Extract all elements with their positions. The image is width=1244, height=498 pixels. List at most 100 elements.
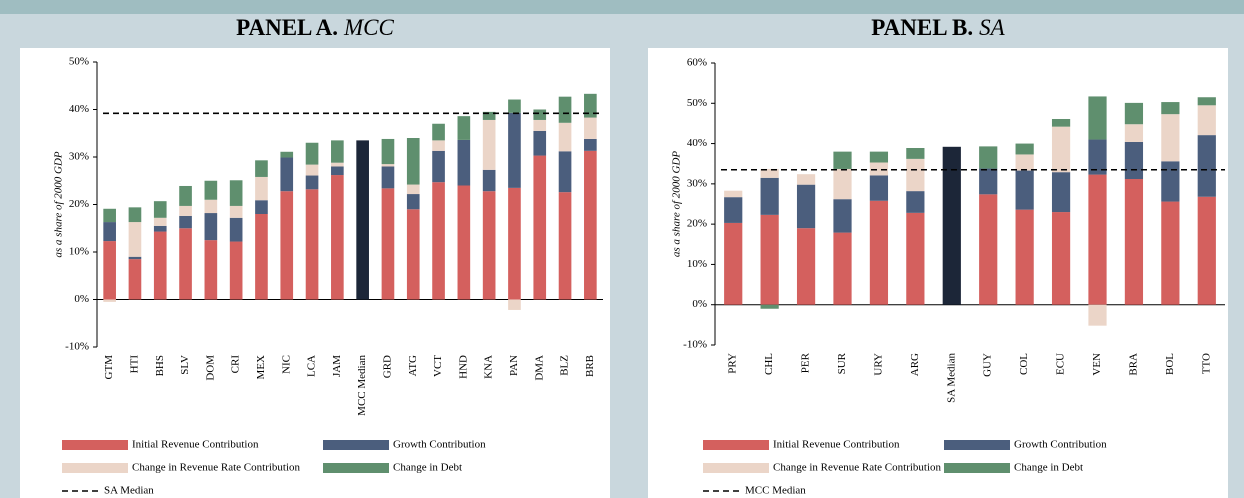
bar-segment (1015, 154, 1034, 171)
x-tick-label: HTI (128, 355, 140, 374)
legend-label: Initial Revenue Contribution (773, 439, 900, 451)
bar-segment (457, 185, 471, 300)
bar-segment (153, 201, 167, 218)
bar-segment (482, 191, 496, 300)
legend-label: MCC Median (745, 485, 806, 497)
bar-segment (255, 176, 268, 201)
bar-segment (128, 259, 142, 300)
y-tick-label: 0% (74, 293, 89, 305)
x-tick-label: GRD (381, 355, 393, 378)
legend-swatch (323, 463, 389, 473)
bar-segment (305, 189, 319, 300)
bar-segment (381, 166, 395, 189)
bar-segment (1161, 161, 1180, 202)
y-tick-label: 20% (687, 218, 707, 230)
bar-segment (406, 184, 420, 195)
bar-segment (1124, 141, 1144, 180)
bar-segment (906, 212, 925, 305)
legend-swatch (62, 463, 128, 473)
bar-segment (979, 146, 998, 169)
legend-label: SA Median (104, 485, 154, 497)
bar-segment (833, 199, 852, 233)
bar-segment (280, 157, 294, 192)
y-tick-label: 10% (69, 246, 89, 258)
bar-segment (153, 225, 167, 232)
legend-swatch (944, 440, 1010, 450)
bar-segment (906, 191, 925, 213)
bar-segment (331, 140, 344, 163)
bar-segment (103, 222, 116, 242)
bar-segment (1088, 174, 1107, 305)
bar-segment (305, 175, 319, 190)
x-tick-label: TTO (1200, 353, 1212, 374)
x-tick-label: CRI (230, 355, 242, 374)
x-tick-label: ARG (909, 353, 921, 376)
bar-segment (482, 119, 496, 170)
bar-segment (724, 197, 743, 223)
bar-segment (406, 194, 420, 210)
x-tick-label: PRY (727, 353, 739, 374)
panel-title: PANEL A. MCC (236, 15, 394, 40)
y-tick-label: 0% (692, 298, 707, 310)
bar-segment (1197, 105, 1216, 136)
bar-segment (331, 175, 344, 300)
bar-segment (508, 187, 521, 300)
y-tick-label: 30% (69, 151, 89, 163)
x-tick-label: BHS (154, 355, 166, 376)
bar-segment (533, 109, 547, 120)
top-strip (0, 0, 1244, 14)
bar-segment (1124, 124, 1144, 142)
bar-segment (796, 184, 816, 229)
bar-segment (229, 205, 243, 218)
x-tick-label: VEN (1091, 353, 1103, 376)
legend-label: Change in Revenue Rate Contribution (132, 462, 301, 474)
bar-segment (204, 240, 218, 300)
bar-segment (1088, 139, 1107, 175)
y-tick-label: -10% (65, 341, 89, 353)
x-tick-label: COL (1018, 353, 1030, 375)
legend-swatch (703, 463, 769, 473)
x-tick-label: PAN (508, 355, 520, 376)
bar-segment (482, 111, 496, 120)
bar-segment (558, 192, 572, 300)
bar-segment (558, 122, 572, 152)
x-tick-label: NIC (280, 355, 292, 374)
bar-segment (584, 150, 597, 300)
x-tick-label: SUR (836, 352, 848, 374)
bar-segment (432, 182, 445, 300)
y-tick-label: 20% (69, 198, 89, 210)
y-tick-label: 10% (687, 258, 707, 270)
x-tick-label: ECU (1055, 353, 1067, 375)
bar-segment (482, 169, 496, 192)
bar-segment (255, 160, 268, 177)
bar-segment (432, 123, 445, 141)
x-tick-label: CHL (763, 353, 775, 375)
bar-segment (356, 140, 369, 300)
bar-segment (1051, 172, 1071, 213)
bar-segment (796, 228, 816, 305)
bar-segment (229, 217, 243, 242)
bar-segment (305, 164, 319, 176)
panel-title: PANEL B. SA (871, 15, 1005, 40)
bar-segment (128, 207, 142, 223)
bar-segment (869, 151, 889, 163)
bar-segment (906, 158, 925, 192)
bar-segment (1088, 96, 1107, 140)
bar-segment (942, 146, 961, 305)
bar-segment (179, 185, 192, 206)
x-tick-label: GTM (103, 355, 115, 380)
legend-swatch (703, 440, 769, 450)
bar-segment (1015, 143, 1034, 155)
title-emphasis: MCC (343, 15, 395, 40)
title-emphasis: SA (979, 15, 1006, 40)
bar-segment (833, 168, 852, 200)
legend-label: Initial Revenue Contribution (132, 439, 259, 451)
bar-segment (305, 142, 319, 165)
bar-segment (1161, 102, 1180, 115)
bar-segment (406, 138, 420, 185)
bar-segment (457, 116, 471, 140)
legend-label: Change in Debt (1014, 462, 1083, 474)
bar-segment (833, 232, 852, 305)
bar-segment (1197, 135, 1216, 197)
